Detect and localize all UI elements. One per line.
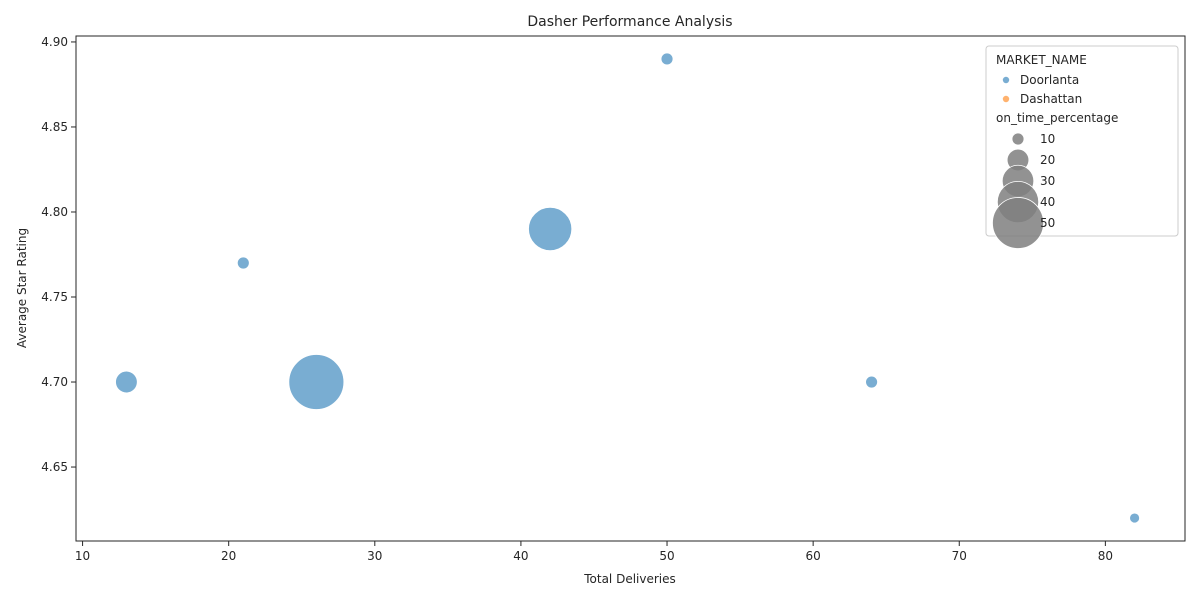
- legend-size-label: 30: [1040, 174, 1055, 188]
- y-axis: 4.65 4.70 4.75 4.80 4.85 4.90: [41, 35, 76, 474]
- x-tick-label: 30: [367, 549, 382, 563]
- data-point: [1129, 512, 1140, 524]
- y-tick-label: 4.85: [41, 120, 68, 134]
- chart-title: Dasher Performance Analysis: [527, 14, 732, 30]
- legend-market-label: Dashattan: [1020, 92, 1082, 106]
- legend-size-label: 50: [1040, 216, 1055, 230]
- legend-hue-title: MARKET_NAME: [996, 53, 1087, 67]
- y-axis-label: Average Star Rating: [15, 228, 29, 348]
- data-point: [865, 375, 878, 389]
- x-tick-label: 80: [1098, 549, 1113, 563]
- legend: MARKET_NAME Doorlanta Dashattan on_time_p…: [985, 45, 1179, 249]
- data-point: [288, 354, 345, 410]
- legend-size-label: 40: [1040, 195, 1055, 209]
- legend-size-title: on_time_percentage: [996, 111, 1118, 125]
- data-point: [528, 206, 573, 252]
- y-tick-label: 4.65: [41, 460, 68, 474]
- x-axis: 10 20 30 40 50 60 70 80: [75, 541, 1113, 563]
- y-tick-label: 4.90: [41, 35, 68, 49]
- data-point: [115, 370, 138, 394]
- x-tick-label: 50: [659, 549, 674, 563]
- legend-marker: [1002, 95, 1010, 103]
- x-tick-label: 40: [513, 549, 528, 563]
- data-point: [660, 52, 674, 66]
- legend-size-marker: [992, 197, 1044, 249]
- data-point: [236, 256, 250, 270]
- y-tick-label: 4.75: [41, 290, 68, 304]
- legend-size-marker: [1011, 132, 1025, 146]
- x-axis-label: Total Deliveries: [583, 572, 676, 586]
- y-tick-label: 4.70: [41, 375, 68, 389]
- x-tick-label: 70: [952, 549, 967, 563]
- x-tick-label: 60: [806, 549, 821, 563]
- points-layer: [115, 52, 1140, 524]
- legend-marker: [1002, 76, 1010, 84]
- x-tick-label: 20: [221, 549, 236, 563]
- legend-market-label: Doorlanta: [1020, 73, 1079, 87]
- x-tick-label: 10: [75, 549, 90, 563]
- legend-size-label: 20: [1040, 153, 1055, 167]
- plot-frame: [75, 35, 1186, 542]
- legend-size-label: 10: [1040, 132, 1055, 146]
- y-tick-label: 4.80: [41, 205, 68, 219]
